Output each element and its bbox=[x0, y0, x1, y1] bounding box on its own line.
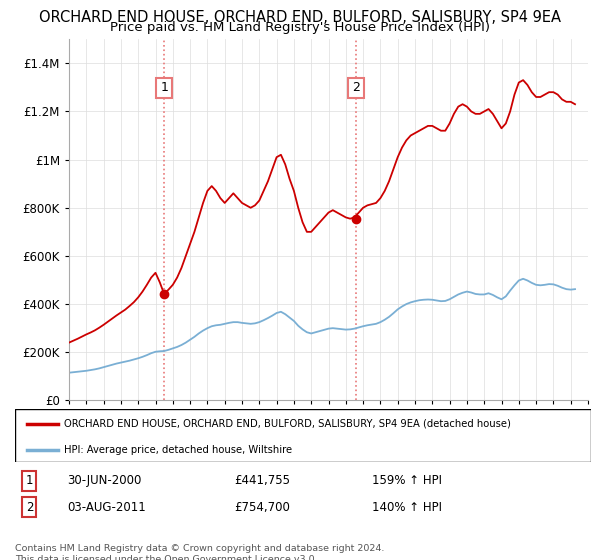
Text: ORCHARD END HOUSE, ORCHARD END, BULFORD, SALISBURY, SP4 9EA: ORCHARD END HOUSE, ORCHARD END, BULFORD,… bbox=[39, 10, 561, 25]
Text: Price paid vs. HM Land Registry's House Price Index (HPI): Price paid vs. HM Land Registry's House … bbox=[110, 21, 490, 34]
Text: 2: 2 bbox=[26, 501, 33, 514]
Text: 1: 1 bbox=[26, 474, 33, 487]
Text: 140% ↑ HPI: 140% ↑ HPI bbox=[372, 501, 442, 514]
Text: £754,700: £754,700 bbox=[234, 501, 290, 514]
Text: £441,755: £441,755 bbox=[234, 474, 290, 487]
Text: Contains HM Land Registry data © Crown copyright and database right 2024.
This d: Contains HM Land Registry data © Crown c… bbox=[15, 544, 385, 560]
Text: HPI: Average price, detached house, Wiltshire: HPI: Average price, detached house, Wilt… bbox=[64, 445, 292, 455]
Text: 1: 1 bbox=[160, 81, 168, 95]
Text: 30-JUN-2000: 30-JUN-2000 bbox=[67, 474, 141, 487]
Text: ORCHARD END HOUSE, ORCHARD END, BULFORD, SALISBURY, SP4 9EA (detached house): ORCHARD END HOUSE, ORCHARD END, BULFORD,… bbox=[64, 419, 511, 429]
Text: 03-AUG-2011: 03-AUG-2011 bbox=[67, 501, 146, 514]
Text: 159% ↑ HPI: 159% ↑ HPI bbox=[372, 474, 442, 487]
Text: 2: 2 bbox=[352, 81, 360, 95]
